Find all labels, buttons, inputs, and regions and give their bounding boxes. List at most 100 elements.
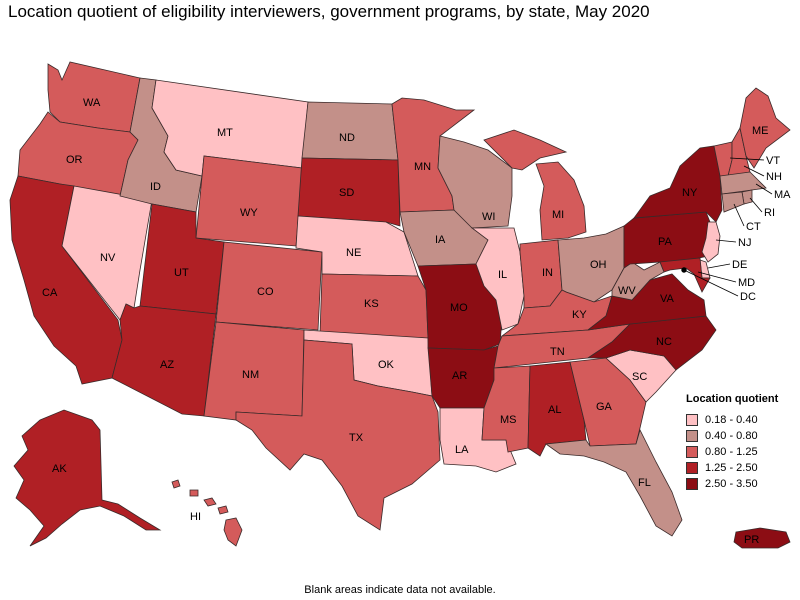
state-az[interactable]: AZ bbox=[111, 303, 217, 417]
state-va[interactable]: VA bbox=[586, 273, 707, 331]
state-label-de: DE bbox=[732, 259, 747, 271]
state-label-or: OR bbox=[66, 154, 83, 166]
state-wa[interactable]: WA bbox=[47, 61, 141, 133]
state-label-mi: MI bbox=[552, 209, 564, 221]
state-co[interactable]: CO bbox=[215, 241, 323, 331]
state-pr[interactable]: PR bbox=[733, 527, 791, 549]
state-nj[interactable] bbox=[701, 221, 721, 263]
state-label-sc: SC bbox=[632, 371, 647, 383]
legend-label: 0.80 - 1.25 bbox=[705, 446, 758, 458]
state-nm[interactable]: NM bbox=[203, 321, 305, 421]
state-label-vt: VT bbox=[766, 155, 780, 167]
state-label-ks: KS bbox=[364, 298, 379, 310]
state-label-az: AZ bbox=[160, 359, 174, 371]
state-label-wi: WI bbox=[482, 211, 495, 223]
legend-item: 1.25 - 2.50 bbox=[686, 460, 778, 476]
legend-title: Location quotient bbox=[686, 393, 779, 405]
state-label-nc: NC bbox=[656, 336, 672, 348]
state-il[interactable]: IL bbox=[470, 227, 525, 331]
legend-item: 0.80 - 1.25 bbox=[686, 444, 778, 460]
state-label-mt: MT bbox=[217, 127, 233, 139]
state-nd[interactable]: ND bbox=[301, 101, 399, 161]
state-label-ca: CA bbox=[42, 287, 58, 299]
state-label-nm: NM bbox=[242, 369, 259, 381]
state-md[interactable] bbox=[659, 257, 711, 293]
state-label-sd: SD bbox=[339, 187, 354, 199]
state-ks[interactable]: KS bbox=[319, 273, 429, 339]
state-wi[interactable]: WI bbox=[437, 135, 513, 229]
legend-label: 0.40 - 0.80 bbox=[705, 430, 758, 442]
state-label-tn: TN bbox=[550, 346, 565, 358]
footnote: Blank areas indicate data not available. bbox=[304, 584, 496, 596]
state-wy[interactable]: WY bbox=[195, 155, 303, 247]
state-label-nj: NJ bbox=[738, 237, 751, 249]
state-label-ri: RI bbox=[764, 207, 775, 219]
state-label-mo: MO bbox=[450, 302, 468, 314]
legend: Location quotient 0.18 - 0.40 0.40 - 0.8… bbox=[686, 393, 778, 492]
state-label-la: LA bbox=[455, 444, 469, 456]
legend-label: 2.50 - 3.50 bbox=[705, 478, 758, 490]
legend-label: 0.18 - 0.40 bbox=[705, 414, 758, 426]
state-fl[interactable]: FL bbox=[544, 428, 683, 537]
state-tx[interactable]: TX bbox=[235, 339, 441, 531]
legend-item: 2.50 - 3.50 bbox=[686, 476, 778, 492]
state-label-ga: GA bbox=[596, 401, 613, 413]
state-label-wv: WV bbox=[618, 285, 636, 297]
state-wv[interactable]: WV bbox=[611, 261, 665, 301]
state-sd[interactable]: SD bbox=[297, 157, 401, 227]
state-label-wy: WY bbox=[240, 207, 258, 219]
state-ny[interactable]: NY bbox=[633, 145, 723, 223]
state-label-va: VA bbox=[660, 293, 675, 305]
state-label-hi: HI bbox=[190, 511, 201, 523]
state-ms[interactable]: MS bbox=[481, 365, 531, 453]
legend-item: 0.40 - 0.80 bbox=[686, 428, 778, 444]
state-nv[interactable]: NV bbox=[61, 185, 153, 321]
state-label-ma: MA bbox=[774, 189, 791, 201]
state-label-dc: DC bbox=[740, 291, 756, 303]
map-title: Location quotient of eligibility intervi… bbox=[8, 2, 650, 21]
state-mi[interactable]: MI bbox=[483, 129, 587, 241]
state-ct[interactable] bbox=[721, 191, 745, 213]
state-label-nh: NH bbox=[766, 171, 782, 183]
state-label-ak: AK bbox=[52, 463, 67, 475]
state-ma[interactable] bbox=[719, 171, 767, 195]
state-label-ut: UT bbox=[174, 267, 189, 279]
legend-swatch bbox=[686, 446, 698, 458]
state-label-ok: OK bbox=[378, 359, 395, 371]
state-label-co: CO bbox=[257, 286, 274, 298]
state-label-al: AL bbox=[548, 404, 561, 416]
leader-lines bbox=[683, 157, 773, 297]
state-label-ct: CT bbox=[746, 221, 761, 233]
legend-swatch bbox=[686, 478, 698, 490]
state-label-ky: KY bbox=[572, 309, 587, 321]
state-label-in: IN bbox=[542, 267, 553, 279]
state-label-tx: TX bbox=[349, 432, 364, 444]
state-label-ne: NE bbox=[346, 247, 361, 259]
state-label-nv: NV bbox=[100, 252, 116, 264]
state-label-ar: AR bbox=[452, 370, 467, 382]
state-hi[interactable]: HI bbox=[171, 479, 243, 547]
state-label-il: IL bbox=[498, 269, 507, 281]
state-label-pr: PR bbox=[744, 534, 759, 546]
state-label-pa: PA bbox=[658, 236, 673, 248]
legend-item: 0.18 - 0.40 bbox=[686, 412, 778, 428]
state-label-ms: MS bbox=[500, 414, 517, 426]
state-label-md: MD bbox=[738, 277, 755, 289]
state-label-oh: OH bbox=[590, 259, 607, 271]
state-label-fl: FL bbox=[638, 477, 651, 489]
legend-swatch bbox=[686, 414, 698, 426]
legend-label: 1.25 - 2.50 bbox=[705, 462, 758, 474]
state-label-id: ID bbox=[150, 181, 161, 193]
state-or[interactable]: OR bbox=[17, 111, 139, 197]
state-me[interactable]: ME bbox=[739, 87, 791, 169]
state-nc[interactable]: NC bbox=[586, 315, 717, 371]
state-label-ia: IA bbox=[435, 234, 446, 246]
legend-swatch bbox=[686, 462, 698, 474]
state-label-wa: WA bbox=[83, 97, 101, 109]
state-ak[interactable]: AK bbox=[13, 409, 162, 547]
state-label-nd: ND bbox=[339, 132, 355, 144]
legend-swatch bbox=[686, 430, 698, 442]
state-label-mn: MN bbox=[414, 161, 431, 173]
state-la[interactable]: LA bbox=[439, 407, 517, 473]
